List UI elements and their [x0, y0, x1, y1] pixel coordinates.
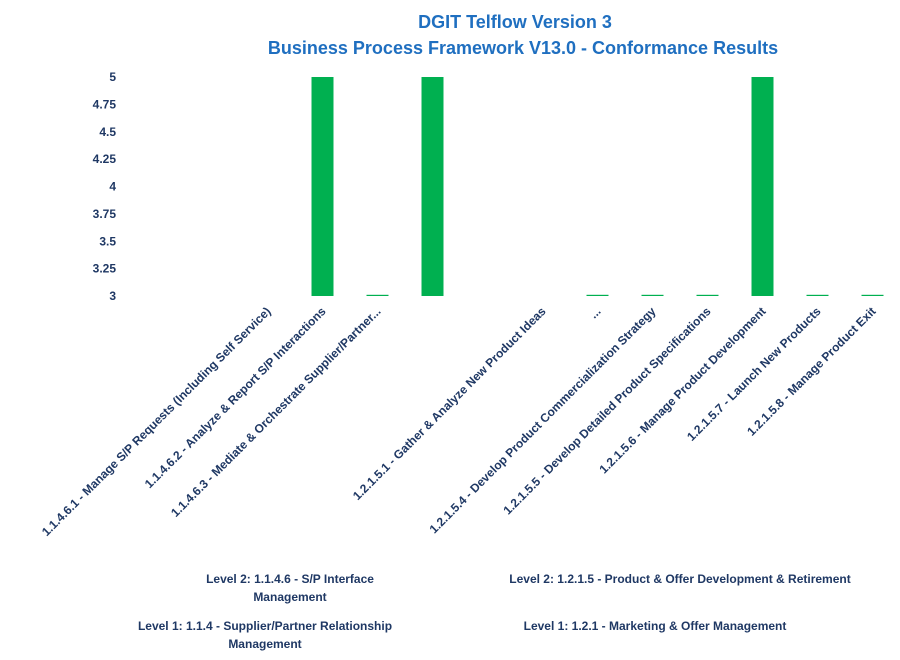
- bar: [861, 294, 884, 296]
- y-tick-label: 4.75: [93, 97, 117, 111]
- x-category-label: 1.1.4.6.1 - Manage S/P Requests (Includi…: [39, 304, 274, 539]
- y-tick-label: 3.75: [93, 207, 117, 221]
- bar-series: [311, 77, 884, 296]
- y-tick-label: 4: [109, 180, 116, 194]
- x-axis-labels: 1.1.4.6.1 - Manage S/P Requests (Includi…: [39, 304, 879, 539]
- y-tick-label: 4.25: [93, 152, 117, 166]
- bar: [421, 77, 444, 296]
- y-tick-label: 3.5: [99, 234, 116, 248]
- y-tick-label: 3.25: [93, 262, 117, 276]
- x-category-label: ...: [587, 304, 604, 321]
- bar: [311, 77, 334, 296]
- y-tick-label: 5: [109, 70, 116, 84]
- level1-group-label-1: Level 1: 1.1.4 - Supplier/Partner Relati…: [137, 619, 393, 651]
- y-axis: 5 4.75 4.5 4.25 4 3.75 3.5 3.25 3: [93, 70, 117, 303]
- bar: [696, 294, 719, 296]
- x-category-label: 1.2.1.5.4 - Develop Product Commercializ…: [427, 304, 659, 536]
- y-tick-label: 3: [109, 289, 116, 303]
- chart-title-line-2: Business Process Framework V13.0 - Confo…: [268, 38, 778, 58]
- bar: [751, 77, 774, 296]
- level2-group-label-1: Level 2: 1.1.4.6 - S/P Interface Managem…: [206, 572, 374, 604]
- x-category-label: 1.2.1.5.5 - Develop Detailed Product Spe…: [500, 304, 713, 517]
- chart-title-line-1: DGIT Telflow Version 3: [418, 12, 612, 32]
- bar: [806, 294, 829, 296]
- level2-group-label-2: Level 2: 1.2.1.5 - Product & Offer Devel…: [509, 572, 851, 586]
- bar: [641, 294, 664, 296]
- level1-group-label-2: Level 1: 1.2.1 - Marketing & Offer Manag…: [523, 619, 787, 633]
- x-category-label: 1.1.4.6.3 - Mediate & Orchestrate Suppli…: [168, 304, 384, 520]
- x-category-label: 1.2.1.5.1 - Gather & Analyze New Product…: [350, 304, 549, 503]
- bar: [366, 294, 389, 296]
- y-tick-label: 4.5: [99, 125, 116, 139]
- bar: [586, 294, 609, 296]
